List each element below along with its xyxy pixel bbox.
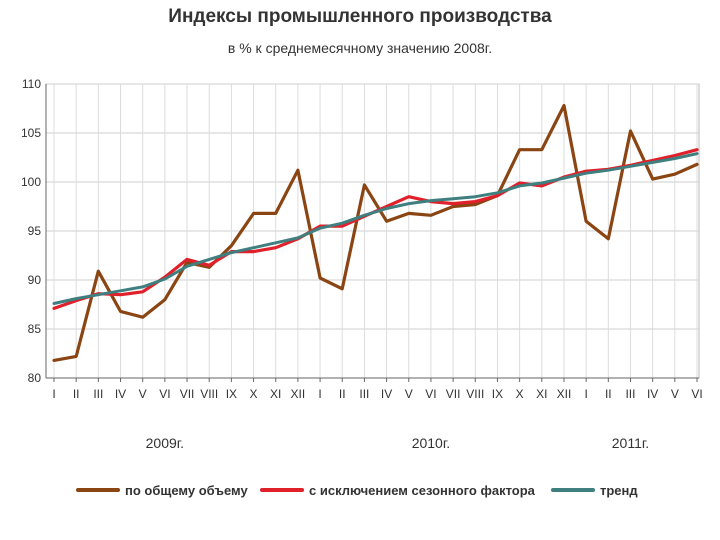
series-layer [52, 103, 699, 362]
legend: по общему объему с исключением сезонного … [76, 483, 638, 498]
x-tick-label: I [52, 387, 55, 401]
x-tick-label: IX [492, 387, 503, 401]
series-line-total [52, 103, 699, 362]
x-tick-label: VIII [200, 387, 218, 401]
y-tick-label: 95 [28, 224, 42, 238]
y-tick-label: 80 [28, 371, 42, 385]
x-tick-label: II [339, 387, 346, 401]
x-tick-label: I [584, 387, 587, 401]
x-tick-label: IV [647, 387, 658, 401]
x-tick-label: XI [536, 387, 547, 401]
axes [45, 84, 699, 382]
x-tick-label: I [318, 387, 321, 401]
legend-label: тренд [600, 483, 638, 498]
year-label: 2011г. [612, 435, 649, 451]
x-tick-label: II [605, 387, 612, 401]
x-tick-label: III [625, 387, 635, 401]
x-tick-label: III [359, 387, 369, 401]
x-tick-label: III [93, 387, 103, 401]
x-tick-label: VI [159, 387, 170, 401]
grid [45, 83, 700, 379]
x-tick-label: X [250, 387, 258, 401]
x-tick-label: II [73, 387, 80, 401]
x-tick-label: XI [270, 387, 281, 401]
x-tick-label: IX [226, 387, 237, 401]
x-tick-label: V [139, 387, 147, 401]
x-tick-label: XII [291, 387, 306, 401]
x-tick-label: VI [425, 387, 436, 401]
x-tick-label: XII [557, 387, 572, 401]
x-tick-label: V [405, 387, 413, 401]
x-tick-label: VI [691, 387, 702, 401]
chart-subtitle: в % к среднемесячному значению 2008г. [227, 40, 493, 56]
x-tick-label: VIII [466, 387, 484, 401]
y-tick-label: 110 [22, 77, 41, 91]
year-label: 2009г. [146, 435, 184, 451]
x-tick-label: IV [115, 387, 126, 401]
legend-label: по общему объему [125, 483, 248, 498]
series-line-trend [52, 152, 699, 305]
x-tick-label: IV [381, 387, 392, 401]
chart-title: Индексы промышленного производства [168, 6, 552, 27]
year-label: 2010г. [412, 435, 450, 451]
x-tick-label: VII [180, 387, 195, 401]
x-tick-label: X [516, 387, 524, 401]
y-tick-label: 90 [28, 273, 42, 287]
y-tick-label: 100 [21, 175, 41, 189]
x-tick-label: VII [446, 387, 461, 401]
x-tick-label: V [671, 387, 679, 401]
y-tick-label: 105 [21, 126, 41, 140]
legend-label: с исключением сезонного фактора [309, 483, 536, 498]
y-tick-label: 85 [28, 322, 42, 336]
